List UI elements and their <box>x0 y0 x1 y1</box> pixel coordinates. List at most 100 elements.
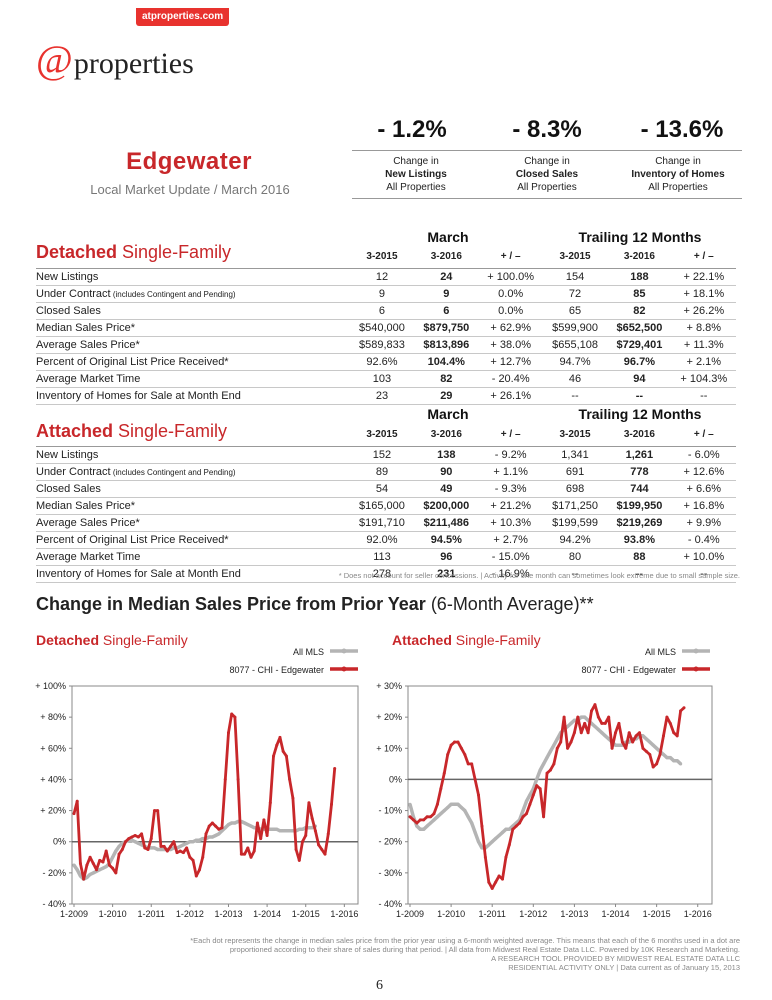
data-point <box>538 787 542 791</box>
legend-label: All MLS <box>293 647 324 657</box>
data-point <box>159 844 163 848</box>
data-point <box>117 852 121 856</box>
data-point <box>226 731 230 735</box>
data-point <box>648 740 652 744</box>
data-point <box>542 815 546 819</box>
table-row: Average Sales Price* $589,833 $813,896 + 38… <box>36 336 736 354</box>
data-point <box>487 843 491 847</box>
data-point <box>149 837 153 841</box>
table-cell: 278 <box>349 565 415 583</box>
data-point <box>422 827 426 831</box>
data-point <box>569 740 573 744</box>
data-point <box>504 855 508 859</box>
data-point <box>288 777 292 781</box>
data-point <box>304 833 308 837</box>
data-point <box>620 740 624 744</box>
table-cell: 96.7% <box>607 353 672 371</box>
data-point <box>631 740 635 744</box>
table-cell: + 2.1% <box>671 353 736 371</box>
data-point <box>555 737 559 741</box>
chart-0: + 100%+ 80%+ 60%+ 40%+ 20%0%- 20%- 40%1-… <box>35 647 359 919</box>
x-tick-label: 1-2013 <box>214 909 242 919</box>
table-cell: 188 <box>607 268 672 286</box>
table-footnote: * Does not account for seller concession… <box>338 571 740 580</box>
table-cell: + 8.8% <box>671 319 736 337</box>
data-point <box>259 837 263 841</box>
table-cell: $652,500 <box>607 319 672 337</box>
data-point <box>188 855 192 859</box>
data-point <box>641 734 645 738</box>
table-row: Median Sales Price* $540,000 $879,750 + 62.… <box>36 319 736 337</box>
data-point <box>562 715 566 719</box>
table-cell: 231 <box>414 565 479 583</box>
data-point <box>146 848 150 851</box>
data-point <box>466 762 470 766</box>
data-point <box>541 762 546 766</box>
data-point <box>600 721 604 725</box>
data-point <box>452 802 457 806</box>
site-badge[interactable]: atproperties.com <box>136 8 230 26</box>
data-point <box>661 752 666 757</box>
row-label: Average Market Time <box>36 548 350 566</box>
data-point <box>596 728 600 732</box>
data-point <box>518 821 522 825</box>
data-point <box>242 821 247 825</box>
data-point <box>651 743 655 747</box>
data-point <box>104 849 108 853</box>
data-point <box>408 802 412 806</box>
table-cell: 90 <box>414 463 479 481</box>
data-point <box>634 734 638 738</box>
table-cell: + 22.1% <box>671 268 736 286</box>
y-tick-label: - 40% <box>42 899 66 909</box>
data-point <box>98 868 102 872</box>
data-point <box>672 731 676 735</box>
data-point <box>214 833 218 838</box>
data-point <box>85 875 89 880</box>
data-point <box>576 715 580 719</box>
legend-label: 8077 - CHI - Edgewater <box>581 665 676 675</box>
data-point <box>583 721 587 725</box>
data-point <box>521 815 525 819</box>
table-cell: $199,950 <box>607 497 672 515</box>
data-point <box>617 743 621 747</box>
table-cell: $729,401 <box>607 336 672 354</box>
y-tick-label: + 80% <box>40 712 66 722</box>
data-point <box>239 852 243 856</box>
data-point <box>531 793 535 797</box>
legend-marker <box>341 648 347 654</box>
table-cell: 94.2% <box>542 531 608 549</box>
data-point <box>566 746 570 750</box>
table-cell: + 104.3% <box>671 370 736 388</box>
table-cell: 24 <box>414 268 479 286</box>
data-point <box>600 731 604 735</box>
data-point <box>552 762 556 766</box>
data-point <box>117 844 121 848</box>
data-point <box>565 724 570 729</box>
column-header: + / – <box>478 246 543 269</box>
data-point <box>446 805 450 810</box>
table-cell: 80 <box>542 548 608 566</box>
data-point <box>545 771 549 775</box>
data-point <box>408 815 412 819</box>
table-cell: $589,833 <box>349 336 415 354</box>
data-point <box>439 812 443 816</box>
row-label: Under Contract (includes Contingent and … <box>36 285 350 303</box>
table-cell: $199,599 <box>542 514 608 532</box>
bottom-note-2: proportioned according to their share of… <box>229 945 740 954</box>
table-cell: 9 <box>349 285 415 303</box>
data-point <box>149 846 153 850</box>
data-point <box>262 818 266 822</box>
detached-group-trailing: Trailing 12 Months <box>578 229 702 245</box>
data-point <box>230 712 234 716</box>
logo-text: properties <box>73 47 194 80</box>
table-cell: $211,486 <box>414 514 479 532</box>
data-point <box>320 848 324 851</box>
data-point <box>307 801 311 805</box>
data-point <box>120 848 124 851</box>
data-point <box>477 793 481 797</box>
table-row: Average Market Time 113 96- 15.0% 80 88 + 10.… <box>36 548 736 566</box>
data-point <box>104 865 108 869</box>
data-point <box>307 826 311 830</box>
data-point <box>172 840 176 844</box>
company-logo: @ properties <box>36 36 194 83</box>
